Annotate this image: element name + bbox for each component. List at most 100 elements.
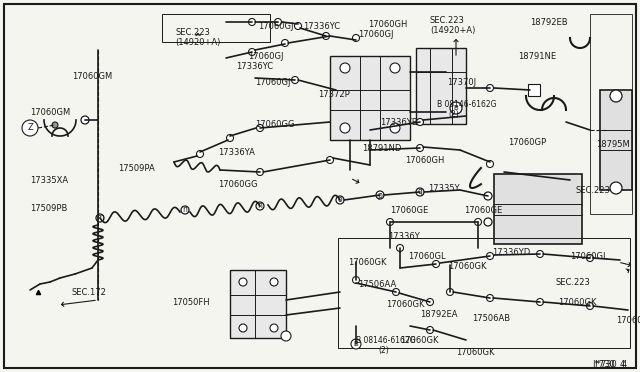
Text: n: n [257, 202, 262, 211]
Text: 17060GM: 17060GM [72, 72, 112, 81]
Text: (2): (2) [448, 110, 459, 119]
Text: 18791ND: 18791ND [362, 144, 401, 153]
Circle shape [610, 182, 622, 194]
Text: 18792EB: 18792EB [530, 18, 568, 27]
Text: B: B [354, 341, 358, 347]
Text: 17336YA: 17336YA [218, 148, 255, 157]
Text: SEC.223: SEC.223 [555, 278, 590, 287]
Circle shape [484, 218, 492, 226]
Text: 17060GL: 17060GL [408, 252, 445, 261]
Bar [230, 270, 286, 338]
Text: 18795M: 18795M [596, 140, 630, 149]
Text: 17370J: 17370J [447, 78, 476, 87]
Text: 17336Y: 17336Y [388, 232, 420, 241]
Text: B: B [454, 105, 458, 111]
Circle shape [282, 39, 289, 46]
Text: 17060GK: 17060GK [400, 336, 438, 345]
Text: (14920+A): (14920+A) [175, 38, 220, 47]
Text: q: q [417, 187, 422, 196]
Text: 17060GP: 17060GP [508, 138, 546, 147]
Text: 17060GM: 17060GM [30, 108, 70, 117]
Text: 17506AA: 17506AA [358, 280, 396, 289]
Circle shape [447, 289, 454, 295]
Text: 17060GL: 17060GL [570, 252, 607, 261]
Circle shape [248, 48, 255, 55]
Circle shape [336, 196, 344, 204]
Text: 17336YC: 17336YC [303, 22, 340, 31]
Text: 17060GK: 17060GK [448, 262, 486, 271]
Text: SEC.172: SEC.172 [72, 288, 107, 297]
Text: 17336YB: 17336YB [380, 118, 418, 127]
Text: SEC.223: SEC.223 [430, 16, 465, 25]
Circle shape [22, 120, 38, 136]
Circle shape [486, 84, 493, 92]
Circle shape [486, 160, 493, 167]
Text: 17060GK: 17060GK [348, 258, 387, 267]
Text: J*730  4: J*730 4 [594, 360, 627, 369]
Circle shape [486, 253, 493, 260]
Circle shape [450, 102, 462, 114]
Circle shape [351, 339, 361, 349]
Text: 17060GG: 17060GG [218, 180, 257, 189]
Text: 17335XA: 17335XA [30, 176, 68, 185]
Circle shape [353, 276, 360, 283]
Bar [338, 238, 630, 348]
Bar [416, 48, 466, 124]
Circle shape [390, 123, 400, 133]
Circle shape [270, 324, 278, 332]
Circle shape [387, 218, 394, 225]
Circle shape [566, 176, 573, 183]
Text: o: o [338, 196, 342, 205]
Text: B 08146-6162G: B 08146-6162G [437, 100, 497, 109]
Circle shape [239, 278, 247, 286]
Circle shape [376, 191, 384, 199]
Circle shape [397, 244, 403, 251]
Circle shape [256, 202, 264, 210]
Text: 17060GK: 17060GK [616, 316, 640, 325]
Text: 18792EA: 18792EA [420, 310, 458, 319]
Text: (14920+A): (14920+A) [430, 26, 476, 35]
Circle shape [275, 19, 282, 26]
Circle shape [353, 35, 360, 42]
Text: 17060GK: 17060GK [456, 348, 495, 357]
Text: B 08146-6162G: B 08146-6162G [356, 336, 415, 345]
Circle shape [96, 214, 104, 222]
Text: 17060GE: 17060GE [464, 206, 502, 215]
Circle shape [486, 295, 493, 301]
Text: 17060GE: 17060GE [390, 206, 428, 215]
Circle shape [433, 260, 440, 267]
Text: 17060GK: 17060GK [386, 300, 424, 309]
Text: 17060GH: 17060GH [405, 156, 444, 165]
Text: 17336YD: 17336YD [492, 248, 531, 257]
Bar [330, 56, 410, 140]
Text: 17372P: 17372P [318, 90, 349, 99]
Text: p: p [378, 190, 383, 199]
Circle shape [257, 125, 264, 131]
Circle shape [484, 192, 492, 200]
Circle shape [426, 327, 433, 334]
Text: 17060GK: 17060GK [558, 298, 596, 307]
Bar [494, 174, 582, 244]
Circle shape [323, 32, 330, 39]
Circle shape [340, 63, 350, 73]
Circle shape [181, 206, 189, 214]
Text: 17060GJ: 17060GJ [248, 52, 284, 61]
Text: 17506AB: 17506AB [472, 314, 510, 323]
Circle shape [291, 77, 298, 83]
Text: SEC.223: SEC.223 [175, 28, 210, 37]
Text: 17336YC: 17336YC [236, 62, 273, 71]
Text: 18791NE: 18791NE [518, 52, 556, 61]
Text: Z: Z [27, 124, 33, 132]
Circle shape [536, 250, 543, 257]
Circle shape [248, 19, 255, 26]
Text: (2): (2) [378, 346, 388, 355]
Circle shape [326, 157, 333, 164]
Text: 17050FH: 17050FH [172, 298, 210, 307]
Circle shape [426, 298, 433, 305]
Circle shape [536, 298, 543, 305]
Circle shape [333, 87, 339, 93]
Circle shape [196, 151, 204, 157]
Circle shape [416, 188, 424, 196]
Text: 17060GH: 17060GH [368, 20, 408, 29]
Text: 17060GJ: 17060GJ [358, 30, 394, 39]
